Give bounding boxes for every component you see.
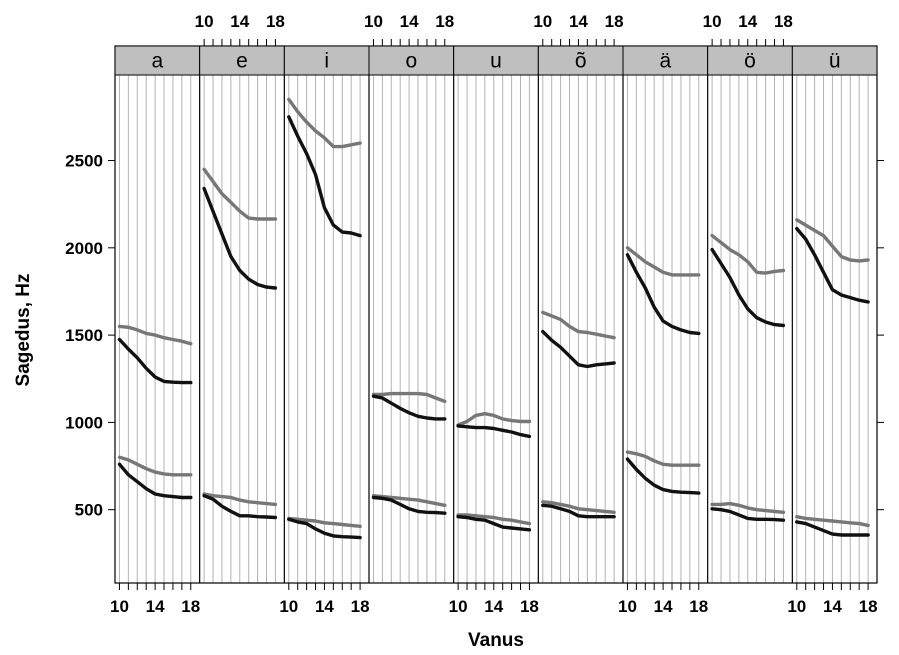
y-tick-label: 1000 (65, 413, 103, 432)
series-line (625, 246, 701, 277)
series-line (456, 424, 532, 439)
series-line (710, 501, 786, 514)
series-line (456, 513, 532, 526)
grid-layer (118, 75, 869, 583)
series-line (541, 329, 616, 369)
strip-1 (199, 45, 285, 76)
series-line (795, 218, 870, 263)
series-line (202, 492, 278, 507)
x-tick-label: 10 (110, 597, 129, 616)
y-tick-label: 1500 (65, 326, 103, 345)
series-line (202, 186, 278, 290)
strip-5 (537, 45, 624, 76)
series-line (371, 495, 447, 515)
strip-label: o (405, 50, 417, 73)
series-line (287, 97, 362, 149)
x-tick-label: 14 (738, 12, 757, 31)
strip-0 (114, 45, 201, 76)
x-axis-title: Vanus (468, 630, 524, 651)
series-line (795, 226, 870, 304)
series-line (371, 494, 447, 507)
x-tick-label: 18 (266, 12, 285, 31)
series-line (117, 337, 193, 385)
strip-label: e (236, 50, 248, 73)
axes: 10 14 18 10 14 18 10 14 18 10 14 18 10 14 18 10 14 18 10 14… (65, 12, 884, 616)
x-tick-label: 14 (823, 597, 842, 616)
x-tick-label: 14 (146, 597, 165, 616)
x-tick-label: 14 (569, 12, 588, 31)
series-line (202, 167, 278, 221)
x-tick-label: 14 (400, 12, 419, 31)
series-line (117, 462, 193, 500)
x-tick-label: 18 (520, 597, 539, 616)
series-line (287, 516, 362, 528)
series-line (625, 450, 701, 467)
series-line (710, 507, 786, 522)
series-line (287, 115, 362, 238)
series-line (456, 515, 532, 532)
x-tick-label: 10 (279, 597, 298, 616)
series-line (371, 391, 447, 404)
strip-label: ä (659, 50, 671, 73)
series-line (541, 503, 616, 519)
series-line (202, 494, 278, 520)
strip-label: a (151, 50, 163, 73)
panel-frames (114, 45, 878, 584)
strip-7 (707, 45, 793, 76)
series-line (287, 517, 362, 540)
x-tick-label: 18 (859, 597, 878, 616)
x-tick-label: 14 (230, 12, 249, 31)
series-line (456, 412, 532, 427)
x-tick-label: 18 (774, 12, 793, 31)
series-line (625, 253, 701, 336)
series-line (795, 515, 870, 528)
series-line (710, 247, 786, 328)
series-line (795, 520, 870, 537)
x-tick-label: 10 (618, 597, 637, 616)
strip-label: u (490, 50, 502, 73)
x-tick-label: 18 (181, 597, 200, 616)
series-line (541, 310, 616, 340)
series-lines (117, 97, 870, 540)
series-line (371, 394, 447, 421)
x-tick-label: 14 (315, 597, 334, 616)
x-tick-label: 18 (605, 12, 624, 31)
x-tick-label: 14 (484, 597, 503, 616)
outer-frame (114, 45, 878, 584)
series-line (117, 455, 193, 477)
x-tick-label: 18 (435, 12, 454, 31)
strip-3 (368, 45, 455, 76)
x-tick-label: 18 (351, 597, 370, 616)
strip-label: i (324, 50, 329, 73)
strip-label: õ (575, 50, 587, 73)
series-line (117, 324, 193, 346)
x-tick-label: 18 (689, 597, 708, 616)
y-axis-title: Sagedus, Hz (13, 274, 34, 387)
series-line (710, 233, 786, 275)
y-tick-label: 2000 (65, 239, 103, 258)
strip-4 (453, 45, 539, 76)
strip-label: ö (744, 50, 756, 73)
x-tick-label: 10 (703, 12, 722, 31)
x-tick-label: 10 (364, 12, 383, 31)
x-tick-label: 14 (654, 597, 673, 616)
y-tick-label: 2500 (65, 152, 103, 171)
strip-8 (791, 45, 878, 76)
x-tick-label: 10 (449, 597, 468, 616)
x-tick-label: 10 (195, 12, 214, 31)
y-tick-label: 500 (75, 501, 103, 520)
series-line (625, 457, 701, 495)
series-line (541, 500, 616, 514)
strip-label: ü (829, 50, 841, 73)
x-tick-label: 10 (533, 12, 552, 31)
x-tick-label: 10 (787, 597, 806, 616)
strip-2 (283, 45, 370, 76)
